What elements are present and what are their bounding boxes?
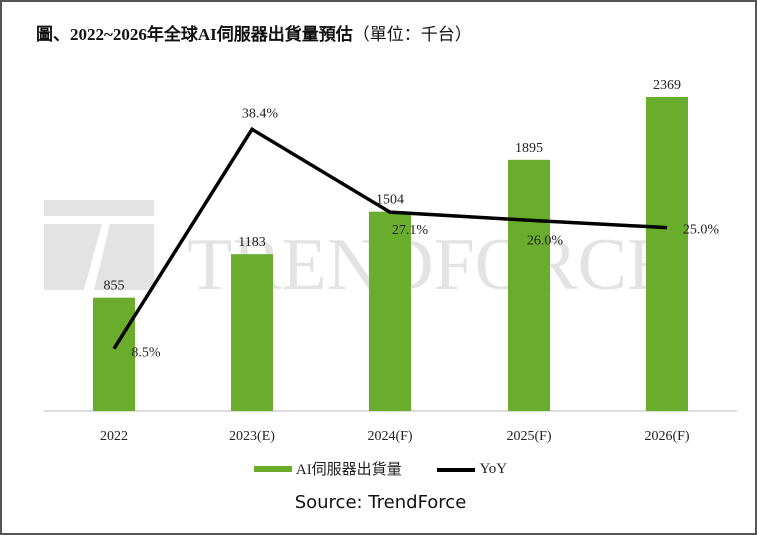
yoy-value-label: 25.0% bbox=[683, 223, 720, 238]
bar-2023(E) bbox=[231, 254, 273, 411]
title-main: 圖、2022~2026年全球AI伺服器出貨量預估 bbox=[36, 25, 353, 44]
x-tick-label: 2025(F) bbox=[506, 429, 551, 444]
bar-value-label: 1504 bbox=[376, 193, 404, 208]
title-unit: （單位：千台） bbox=[352, 25, 472, 44]
legend-label: YoY bbox=[479, 461, 508, 477]
legend-swatch-line bbox=[437, 467, 476, 472]
bar-2024(F) bbox=[369, 211, 411, 411]
trendforce-watermark: TRENDFORCE bbox=[44, 200, 672, 306]
x-tick-label: 2024(F) bbox=[367, 429, 412, 444]
yoy-value-label: 8.5% bbox=[131, 346, 161, 361]
bar-value-label: 1895 bbox=[515, 141, 543, 156]
legend-swatch-bar bbox=[253, 465, 292, 472]
x-tick-label: 2023(E) bbox=[229, 429, 275, 444]
bar-value-label: 2369 bbox=[653, 78, 681, 93]
yoy-value-label: 38.4% bbox=[242, 106, 279, 121]
bar-2026(F) bbox=[646, 97, 688, 411]
source-note: Source: TrendForce bbox=[294, 492, 467, 513]
bar-2022 bbox=[93, 297, 135, 411]
yoy-value-label: 26.0% bbox=[527, 233, 564, 248]
legend-item-shipments: AI伺服器出貨量 bbox=[253, 458, 402, 479]
chart-title: 圖、2022~2026年全球AI伺服器出貨量預估（單位：千台） bbox=[36, 20, 472, 45]
legend-label: AI伺服器出貨量 bbox=[295, 462, 402, 478]
yoy-value-label: 27.1% bbox=[392, 223, 429, 238]
bar-value-label: 855 bbox=[104, 279, 125, 294]
bar-2025(F) bbox=[508, 159, 550, 411]
x-tick-label: 2022 bbox=[100, 429, 128, 444]
x-tick-label: 2026(F) bbox=[644, 429, 689, 444]
legend-item-yoy: YoY bbox=[437, 461, 507, 478]
legend: AI伺服器出貨量 YoY bbox=[2, 458, 755, 479]
bar-value-label: 1183 bbox=[238, 235, 265, 250]
